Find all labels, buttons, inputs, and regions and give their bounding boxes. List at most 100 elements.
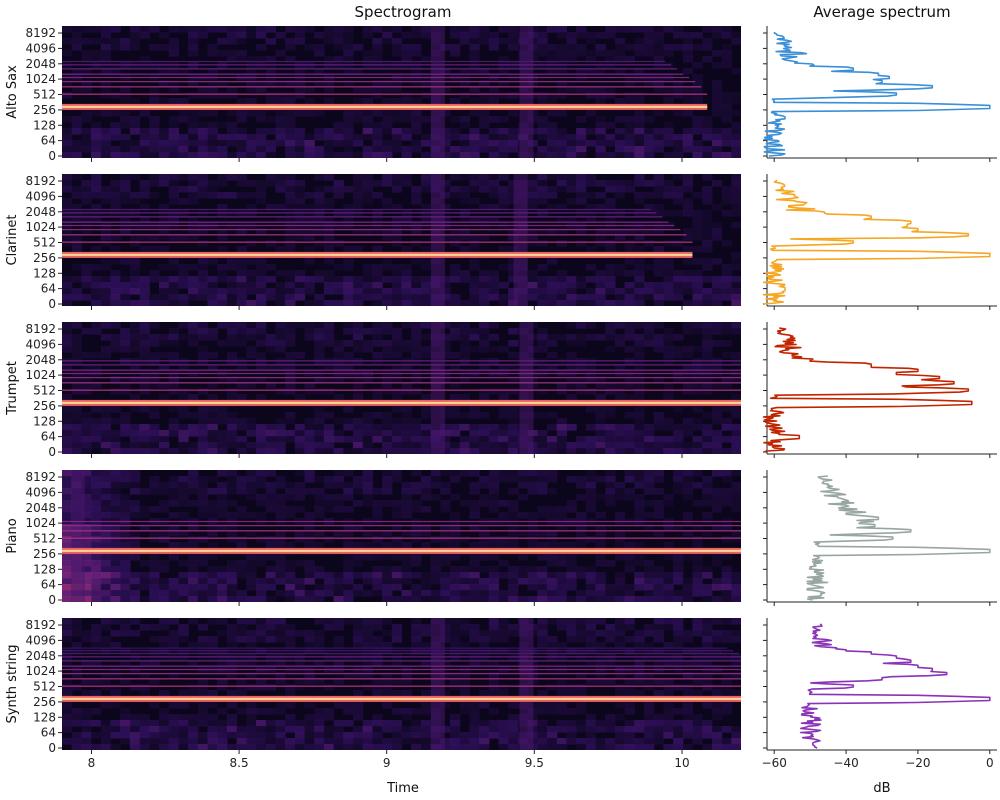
spectrogram-cell: [450, 234, 461, 241]
spectrogram-cell: [391, 146, 403, 153]
spectrogram-cell: [81, 376, 92, 383]
spectrogram-cell: [62, 566, 73, 573]
spectrogram-cell: [585, 68, 597, 75]
spectrogram-cell: [566, 636, 577, 643]
spectrogram-cell: [333, 494, 344, 501]
spectrogram-cell: [81, 198, 92, 205]
spectrogram-cell: [149, 376, 160, 383]
spectrogram-cell: [644, 204, 655, 211]
spectrogram-cell: [265, 204, 276, 211]
spectrogram-cell: [450, 530, 461, 537]
spectrogram-cell: [81, 276, 92, 283]
spectrogram-cell: [188, 92, 199, 99]
spectrogram-cell: [731, 174, 741, 181]
spectrogram-cell: [508, 412, 519, 419]
spectrogram-cell: [188, 26, 199, 33]
spectrogram-cell: [285, 276, 296, 283]
spectrogram-cell: [159, 282, 170, 289]
spectrogram-cell: [81, 424, 92, 431]
spectrogram-cell: [236, 180, 247, 187]
spectrogram-cell: [411, 98, 422, 105]
spectrogram-cell: [314, 590, 325, 597]
spectrogram-cell: [362, 50, 373, 57]
spectrogram-cell: [614, 430, 626, 437]
spectrogram-cell: [178, 364, 189, 371]
spectrogram-cell: [547, 352, 558, 359]
spectrogram-cell: [120, 494, 131, 501]
spectrogram-cell: [62, 714, 73, 721]
spectrogram-cell: [323, 738, 335, 745]
spectrogram-cell: [721, 524, 732, 531]
spectrogram-cell: [120, 424, 131, 431]
spectrogram-cell: [498, 198, 509, 205]
spectrogram-cell: [624, 288, 635, 295]
spectrogram-cell: [479, 134, 490, 141]
spectrogram-cell: [265, 624, 276, 631]
spectrogram-cell: [498, 430, 509, 437]
spectrogram-cell: [294, 322, 306, 329]
spectrogram-cell: [178, 542, 189, 549]
spectrogram-cell: [178, 732, 189, 739]
spectrogram-cell: [197, 732, 209, 739]
spectrogram-cell: [420, 26, 432, 33]
spectrogram-cell: [682, 32, 694, 39]
spectrogram-cell: [430, 560, 441, 567]
spectrogram-cell: [91, 542, 102, 549]
spectrogram-cell: [440, 554, 451, 561]
spectrogram-cell: [188, 572, 199, 579]
spectrogram-cell: [333, 618, 344, 625]
spectrogram-cell: [459, 198, 470, 205]
spectrogram-cell: [682, 282, 694, 289]
spectrogram-cell: [537, 264, 548, 271]
spectrogram-cell: [566, 198, 577, 205]
spectrogram-cell: [731, 68, 741, 75]
spectrogram-cell: [556, 294, 567, 301]
spectrogram-cell: [81, 726, 92, 733]
spectrogram-cell: [585, 246, 597, 253]
spectrogram-cell: [362, 476, 373, 483]
spectrogram-cell: [634, 470, 645, 477]
spectrogram-cell: [663, 26, 674, 33]
spectrogram-cell: [294, 442, 306, 449]
spectrogram-cell: [411, 596, 422, 602]
spectrogram-cell: [304, 424, 315, 431]
spectrogram-cell: [401, 264, 412, 271]
spectrogram-cell: [556, 524, 567, 531]
spectrogram-cell: [498, 116, 509, 123]
spectrogram-cell: [653, 476, 664, 483]
spectrogram-cell: [362, 86, 373, 93]
spectrogram-cell: [508, 542, 519, 549]
spectrogram-cell: [246, 560, 257, 567]
spectrogram-cell: [469, 578, 480, 585]
spectrogram-cell: [265, 578, 276, 585]
spectrogram-cell: [537, 346, 548, 353]
spectrogram-cell: [644, 322, 655, 329]
spectrogram-cell: [634, 246, 645, 253]
spectrogram-cell: [207, 140, 218, 147]
spectrogram-cell: [256, 340, 267, 347]
spectrogram-cell: [692, 282, 703, 289]
spectrogram-cell: [314, 276, 325, 283]
spectrogram-cell: [479, 554, 490, 561]
spectrogram-cell: [188, 684, 199, 691]
spectrogram-cell: [100, 346, 112, 353]
spectrogram-cell: [682, 418, 694, 425]
spectrogram-cell: [256, 258, 267, 265]
spectrogram-cell: [614, 442, 626, 449]
spectrogram-cell: [343, 406, 354, 413]
spectrogram-cell: [411, 122, 422, 129]
spectrogram-cell: [382, 346, 393, 353]
spectrogram-cell: [450, 300, 461, 306]
spectrogram-cell: [537, 470, 548, 477]
spectrogram-cell: [81, 584, 92, 591]
spectrogram-cell: [139, 524, 150, 531]
spectrogram-cell: [120, 140, 131, 147]
spectrogram-cell: [217, 506, 228, 513]
spectrogram-cell: [81, 708, 92, 715]
spectrogram-cell: [207, 424, 218, 431]
spectrogram-cell: [129, 470, 141, 477]
spectrogram-cell: [100, 146, 112, 153]
spectrogram-cell: [692, 80, 703, 87]
spectrogram-cell: [537, 566, 548, 573]
spectrogram-cell: [246, 328, 257, 335]
